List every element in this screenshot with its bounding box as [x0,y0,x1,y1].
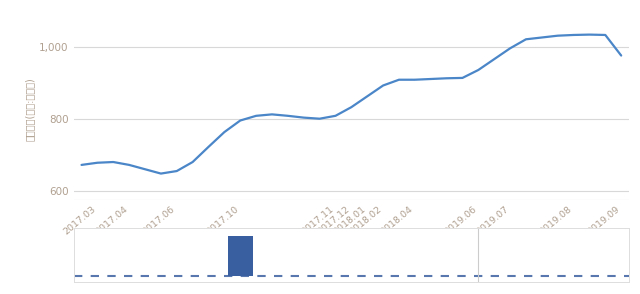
Bar [228,236,253,276]
Y-axis label: 거래금액(단위:백만원): 거래금액(단위:백만원) [25,77,35,141]
